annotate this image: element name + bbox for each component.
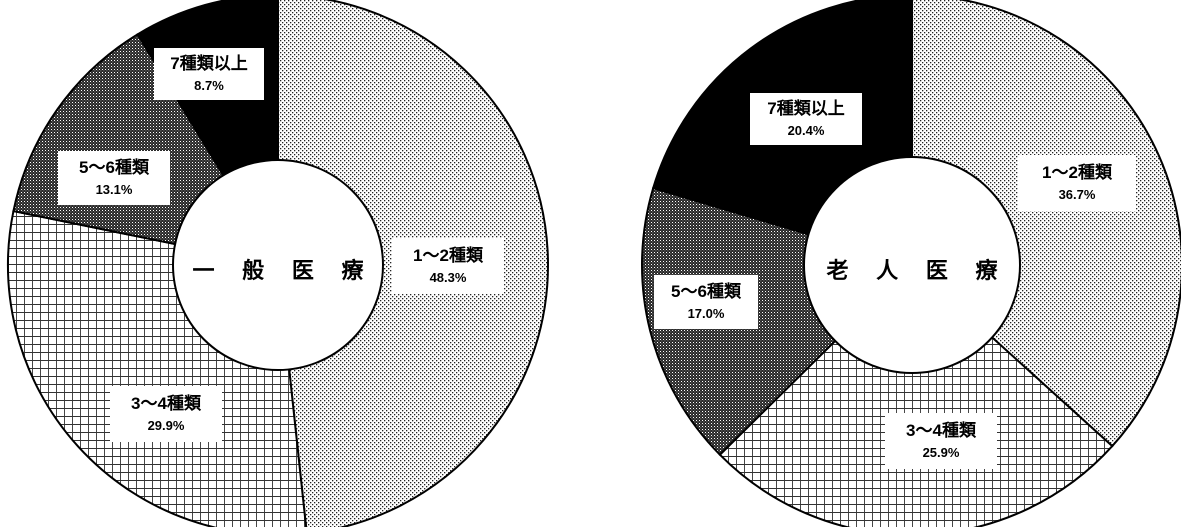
- slice-2: [718, 263, 1114, 527]
- center-title: 一 般 医 療: [193, 258, 374, 284]
- label-background: [58, 151, 170, 205]
- chart-general-medical: 一 般 医 療 1～2種類 48.3% 3～4種類 29.9% 5～6種類 13.1% 7種…: [7, 0, 549, 527]
- category-label: 3～4種類: [131, 393, 202, 413]
- value-label: 48.3%: [430, 270, 467, 285]
- slice-label-3: 5～6種類 17.0%: [654, 275, 758, 329]
- category-label: 7種類以上: [767, 98, 844, 118]
- value-label: 17.0%: [688, 306, 725, 321]
- category-label: 1～2種類: [413, 245, 484, 265]
- label-background: [654, 275, 758, 329]
- slice-1: [911, 0, 1181, 448]
- slice-label-1: 1～2種類 48.3%: [392, 238, 504, 294]
- label-background: [110, 386, 222, 442]
- value-label: 36.7%: [1059, 187, 1096, 202]
- category-label: 5～6種類: [671, 281, 742, 301]
- label-background: [392, 238, 504, 294]
- slice-label-3: 5～6種類 13.1%: [58, 151, 170, 205]
- chart-elderly-medical: 老 人 医 療 1～2種類 36.7% 3～4種類 25.9% 5～6種類 17.0% 7種…: [641, 0, 1181, 527]
- value-label: 29.9%: [148, 418, 185, 433]
- category-label: 5～6種類: [79, 157, 150, 177]
- value-label: 13.1%: [96, 182, 133, 197]
- label-background: [1018, 155, 1136, 211]
- label-background: [154, 48, 264, 100]
- category-label: 7種類以上: [170, 53, 247, 73]
- slice-label-2: 3～4種類 25.9%: [885, 413, 997, 469]
- category-label: 3～4種類: [906, 420, 977, 440]
- label-background: [750, 93, 862, 145]
- slice-label-4: 7種類以上 8.7%: [154, 48, 264, 100]
- value-label: 8.7%: [194, 78, 224, 93]
- value-label: 25.9%: [923, 445, 960, 460]
- slice-label-4: 7種類以上 20.4%: [750, 93, 862, 145]
- value-label: 20.4%: [788, 123, 825, 138]
- slice-label-2: 3～4種類 29.9%: [110, 386, 222, 442]
- slice-label-1: 1～2種類 36.7%: [1018, 155, 1136, 211]
- label-background: [885, 413, 997, 469]
- category-label: 1～2種類: [1042, 162, 1113, 182]
- center-title: 老 人 医 療: [826, 258, 1008, 284]
